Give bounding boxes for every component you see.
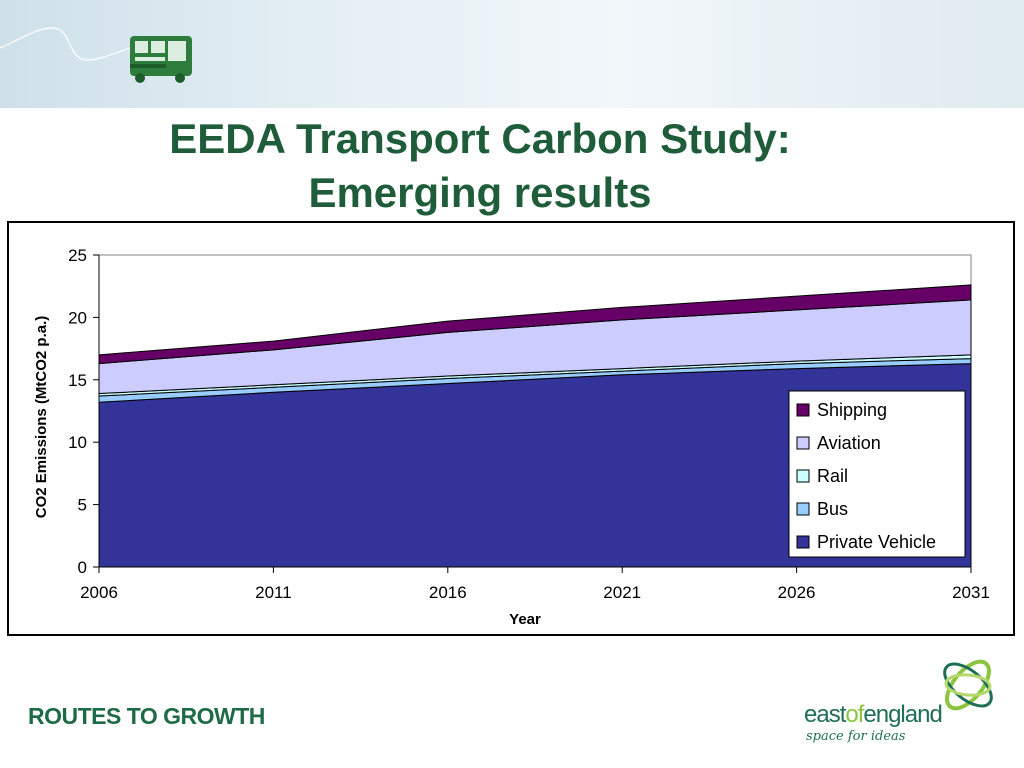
legend-label-aviation: Aviation xyxy=(817,433,881,453)
x-tick-label: 2031 xyxy=(952,583,990,602)
legend-swatch-private-vehicle xyxy=(796,535,810,549)
legend-label-private-vehicle: Private Vehicle xyxy=(817,532,936,552)
legend-swatch-bus xyxy=(796,502,810,516)
x-tick-label: 2011 xyxy=(255,583,292,602)
area-shipping xyxy=(98,284,972,365)
y-tick-label: 25 xyxy=(68,246,87,265)
x-axis-title: Year xyxy=(509,611,541,628)
y-tick-label: 20 xyxy=(68,308,87,327)
chart-frame: 0 5 10 15 20 25 2006 2011 2016 2021 2026 2031 Year CO… xyxy=(7,221,1015,636)
legend-label-shipping: Shipping xyxy=(817,400,887,420)
logo-wordmark: eastofengland xyxy=(804,701,943,729)
legend-swatch-shipping xyxy=(796,403,810,417)
y-axis-title: CO2 Emissions (MtCO2 p.a.) xyxy=(33,316,50,519)
footer-brand: ROUTES TO GROWTH xyxy=(28,703,265,729)
logo-word-england: england xyxy=(863,701,942,728)
legend-swatch-rail xyxy=(796,469,810,483)
legend-swatch-aviation xyxy=(796,436,810,450)
legend xyxy=(788,390,966,558)
x-tick-label: 2006 xyxy=(80,583,118,602)
y-tick-label: 5 xyxy=(78,496,87,515)
y-tick-label: 10 xyxy=(68,433,87,452)
bus-icon xyxy=(130,36,192,83)
slide-title-line2: Emerging results xyxy=(308,169,652,216)
slide-title-line1: EEDA Transport Carbon Study: xyxy=(169,115,791,162)
stacked-area-chart: 0 5 10 15 20 25 2006 2011 2016 2021 2026 2031 Year CO… xyxy=(33,246,990,628)
logo-tagline: space for ideas xyxy=(806,729,906,744)
east-of-england-logo: eastofengland space for ideas xyxy=(804,645,1004,755)
x-tick-label: 2016 xyxy=(429,583,467,602)
logo-word-of: of xyxy=(845,701,864,728)
y-tick-label: 15 xyxy=(68,371,87,390)
slide-title: EEDA Transport Carbon Study: Emerging re… xyxy=(0,112,960,220)
x-tick-label: 2026 xyxy=(778,583,816,602)
legend-label-rail: Rail xyxy=(817,466,848,486)
east-of-england-swirl-icon xyxy=(943,659,993,711)
x-tick-label: 2021 xyxy=(603,583,641,602)
logo-word-east: east xyxy=(804,701,846,728)
header-banner xyxy=(0,0,1024,108)
legend-label-bus: Bus xyxy=(817,499,848,519)
y-tick-label: 0 xyxy=(78,558,87,577)
